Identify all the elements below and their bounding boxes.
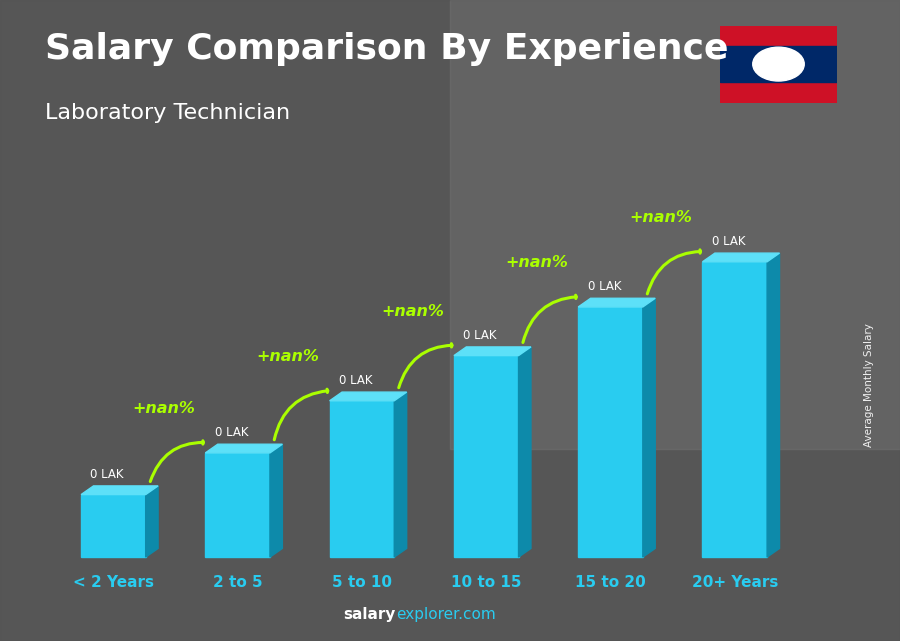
Text: 0 LAK: 0 LAK xyxy=(464,329,497,342)
Polygon shape xyxy=(146,486,158,557)
Bar xyxy=(720,46,837,82)
Text: 0 LAK: 0 LAK xyxy=(339,374,373,387)
Text: 0 LAK: 0 LAK xyxy=(215,426,248,439)
Polygon shape xyxy=(703,253,779,262)
Text: Salary Comparison By Experience: Salary Comparison By Experience xyxy=(45,32,728,66)
Bar xyxy=(578,307,643,557)
Bar xyxy=(329,401,394,557)
Polygon shape xyxy=(767,253,779,557)
Text: +nan%: +nan% xyxy=(132,401,195,417)
Text: Laboratory Technician: Laboratory Technician xyxy=(45,103,290,122)
Text: explorer.com: explorer.com xyxy=(396,607,496,622)
Circle shape xyxy=(752,47,805,81)
Polygon shape xyxy=(81,486,158,495)
Polygon shape xyxy=(643,298,655,557)
Bar xyxy=(205,453,270,557)
Polygon shape xyxy=(518,347,531,557)
Polygon shape xyxy=(329,392,407,401)
Text: +nan%: +nan% xyxy=(629,210,692,225)
Text: salary: salary xyxy=(344,607,396,622)
Text: +nan%: +nan% xyxy=(381,304,444,319)
Text: +nan%: +nan% xyxy=(256,349,320,364)
Text: 0 LAK: 0 LAK xyxy=(90,468,124,481)
Text: 0 LAK: 0 LAK xyxy=(588,280,621,293)
Bar xyxy=(703,262,767,557)
Polygon shape xyxy=(394,392,407,557)
Polygon shape xyxy=(578,298,655,307)
Bar xyxy=(450,0,900,449)
Text: Average Monthly Salary: Average Monthly Salary xyxy=(863,322,874,447)
Polygon shape xyxy=(205,444,283,453)
Bar xyxy=(81,495,146,557)
Text: +nan%: +nan% xyxy=(505,256,568,271)
Text: 0 LAK: 0 LAK xyxy=(712,235,745,248)
Polygon shape xyxy=(270,444,283,557)
Bar xyxy=(454,356,518,557)
Polygon shape xyxy=(454,347,531,356)
